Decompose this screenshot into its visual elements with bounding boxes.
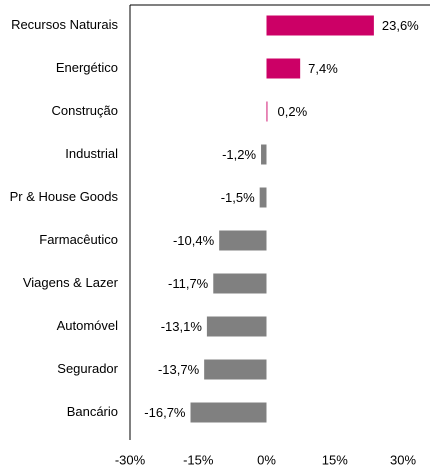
x-tick-label: -30% bbox=[115, 452, 146, 467]
x-tick-label: 0% bbox=[257, 452, 276, 467]
x-tick-label: 15% bbox=[322, 452, 348, 467]
category-label: Bancário bbox=[67, 404, 118, 419]
x-tick-label: 30% bbox=[390, 452, 416, 467]
bar bbox=[206, 316, 267, 337]
value-label: 0,2% bbox=[278, 104, 308, 119]
value-label: -13,7% bbox=[158, 362, 200, 377]
value-label: 23,6% bbox=[382, 18, 419, 33]
bar bbox=[213, 273, 267, 294]
category-label: Construção bbox=[52, 103, 118, 118]
value-label: -10,4% bbox=[173, 233, 215, 248]
category-label: Industrial bbox=[65, 146, 118, 161]
value-label: -16,7% bbox=[144, 405, 186, 420]
bar bbox=[266, 58, 301, 79]
bar bbox=[204, 359, 267, 380]
bar bbox=[266, 15, 374, 36]
category-label: Viagens & Lazer bbox=[23, 275, 119, 290]
category-label: Farmacêutico bbox=[39, 232, 118, 247]
bar bbox=[261, 144, 267, 165]
bar bbox=[259, 187, 267, 208]
bar bbox=[266, 101, 268, 122]
x-tick-label: -15% bbox=[183, 452, 214, 467]
category-label: Segurador bbox=[57, 361, 118, 376]
value-label: -13,1% bbox=[161, 319, 203, 334]
bar bbox=[219, 230, 267, 251]
category-label: Pr & House Goods bbox=[10, 189, 119, 204]
value-label: -1,5% bbox=[221, 190, 255, 205]
value-label: -1,2% bbox=[222, 147, 256, 162]
bar bbox=[190, 402, 267, 423]
category-label: Energético bbox=[56, 60, 118, 75]
value-label: -11,7% bbox=[168, 276, 209, 291]
value-label: 7,4% bbox=[308, 61, 338, 76]
category-label: Recursos Naturais bbox=[11, 17, 118, 32]
category-label: Automóvel bbox=[57, 318, 119, 333]
